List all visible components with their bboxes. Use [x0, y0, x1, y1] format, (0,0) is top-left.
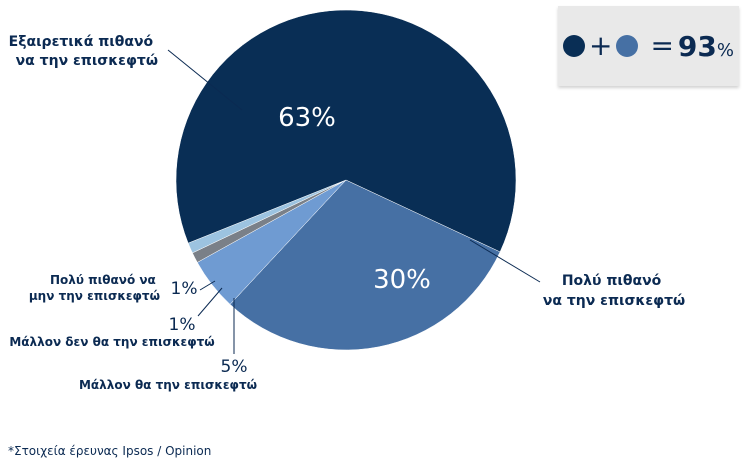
- value-label-1-probably-not: 1%: [169, 315, 196, 335]
- medium-blue-dot: [616, 35, 639, 57]
- label-probably-not: Μάλλον δεν θα την επισκεφτώ: [9, 335, 214, 349]
- summary-total-unit: %: [716, 39, 734, 61]
- leader-line-probably-not: [197, 287, 223, 317]
- summary-box: + = 93%: [558, 6, 739, 86]
- summary-total: 93%: [678, 30, 734, 63]
- label-probably-will: Μάλλον θα την επισκεφτώ: [79, 378, 257, 392]
- label-extremely-likely: Εξαιρετικά πιθανό να την επισκεφτώ: [9, 34, 158, 69]
- slice-extremely-likely: [175, 9, 517, 253]
- value-label-63: 63%: [278, 103, 336, 133]
- value-label-30: 30%: [373, 265, 431, 295]
- label-very-likely-not: Πολύ πιθανό να μην την επισκεφτώ: [29, 273, 160, 303]
- value-label-5: 5%: [221, 357, 248, 377]
- plus-sign: +: [588, 29, 613, 62]
- label-very-likely: Πολύ πιθανό να την επισκεφτώ: [543, 273, 685, 309]
- summary-total-number: 93: [677, 29, 717, 63]
- value-label-1-very-likely-not: 1%: [171, 279, 198, 299]
- source-note: *Στοιχεία έρευνας Ipsos / Opinion: [8, 444, 212, 458]
- leader-line-very-likely: [469, 239, 541, 283]
- dark-blue-dot: [562, 35, 585, 57]
- equals-sign: =: [650, 29, 674, 62]
- slice-very-likely: [229, 179, 501, 351]
- leader-line-very-likely-not: [199, 280, 216, 291]
- leader-line-extremely-likely: [167, 49, 243, 111]
